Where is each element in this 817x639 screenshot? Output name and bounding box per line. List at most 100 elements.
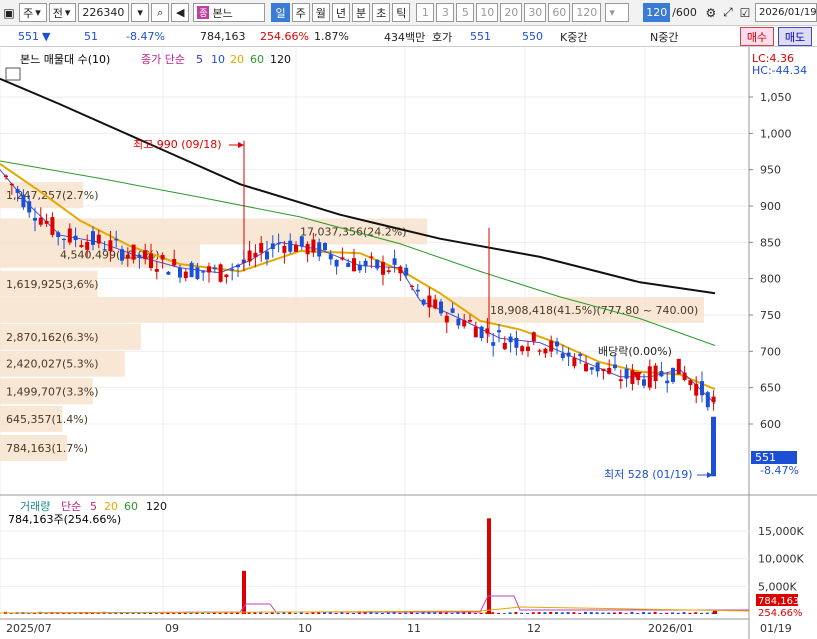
sell-button[interactable]: 매도 xyxy=(778,27,812,46)
trade-amount: 434백만 xyxy=(384,30,426,44)
sound-button[interactable]: ◀ xyxy=(171,3,190,22)
count-input[interactable]: 120 xyxy=(643,3,671,22)
volume-bar xyxy=(375,612,379,614)
profile-bar xyxy=(0,241,200,268)
dividend-marker-icon xyxy=(632,372,642,379)
candle-body xyxy=(15,189,20,193)
volume-bar xyxy=(363,612,367,614)
period-second[interactable]: 초 xyxy=(372,3,391,22)
candle-body xyxy=(375,259,380,269)
minute-5[interactable]: 5 xyxy=(456,3,475,22)
candle-body xyxy=(62,239,66,241)
candle-body xyxy=(73,235,78,241)
volume-bar xyxy=(346,612,350,614)
volume-bar xyxy=(427,612,431,614)
volume-tick-label: 5,000K xyxy=(758,580,797,593)
date-label: 09 xyxy=(165,622,179,635)
volume-ma20 xyxy=(0,606,750,614)
volume-bar xyxy=(224,612,228,614)
window-icon[interactable]: ▣ xyxy=(3,5,15,20)
volume-bar xyxy=(323,612,326,614)
grid-toggle-icon[interactable] xyxy=(5,67,21,81)
candle-body xyxy=(479,326,484,338)
minute-30[interactable]: 30 xyxy=(524,3,547,22)
candle-body xyxy=(415,289,420,292)
volume-bar xyxy=(676,612,680,614)
candle-body xyxy=(531,332,536,342)
candle-body xyxy=(671,367,675,382)
minute-3[interactable]: 3 xyxy=(436,3,455,22)
volume-bar xyxy=(230,612,234,614)
profile-label: 1,499,707(3.3%) xyxy=(6,385,99,398)
volume-bar xyxy=(218,612,222,614)
minute-10[interactable]: 10 xyxy=(476,3,499,22)
period-week[interactable]: 주 xyxy=(291,3,310,22)
volume-bar xyxy=(682,612,686,614)
candle-body xyxy=(537,350,542,352)
period-month[interactable]: 월 xyxy=(311,3,330,22)
volume-bar xyxy=(270,611,274,614)
profile-label: 784,163(1.7%) xyxy=(6,442,88,455)
ma60-line xyxy=(0,160,716,346)
stock-name-field[interactable]: 종 본느 xyxy=(193,3,266,22)
candle-body xyxy=(230,269,235,271)
volume-bar xyxy=(601,612,605,614)
minute-20[interactable]: 20 xyxy=(500,3,523,22)
period-year[interactable]: 년 xyxy=(331,3,350,22)
price-tick-label: 850 xyxy=(760,236,781,249)
settings-icon[interactable]: ⚙ xyxy=(705,5,717,20)
candle-body xyxy=(473,326,478,338)
mode-select[interactable]: 주 ▾ xyxy=(19,3,47,22)
current-price-tag xyxy=(751,451,797,464)
profile-label: 2,420,027(5.3%) xyxy=(6,358,99,371)
candle-body xyxy=(27,201,32,213)
ma-60: 60 xyxy=(250,53,264,66)
volume-bar xyxy=(543,612,547,614)
candle-body xyxy=(270,243,275,250)
volume-bars: 15,000K 10,000K 5,000K xyxy=(0,518,804,614)
market-select[interactable]: 전 ▾ xyxy=(48,3,77,22)
profile-bar xyxy=(0,405,63,432)
volume-bar xyxy=(253,612,257,614)
candle-body xyxy=(67,228,72,243)
volume-bar xyxy=(294,613,297,614)
minute-custom-select[interactable]: ▾ xyxy=(605,3,630,22)
volume-bar xyxy=(659,613,663,614)
volume-bar xyxy=(125,612,129,614)
buy-button[interactable]: 매수 xyxy=(740,27,774,46)
count-max: /600 xyxy=(672,6,697,19)
volume-bar xyxy=(566,612,570,614)
code-input[interactable]: 226340 xyxy=(78,3,130,22)
period-tick[interactable]: 틱 xyxy=(392,3,411,22)
candle-body xyxy=(694,383,699,396)
candle-body xyxy=(502,342,507,350)
date-input[interactable]: 2026/01/19 xyxy=(755,3,817,22)
price-chart[interactable]: 1,247,257(2.7%)17,037,356(24.2%)4,540,49… xyxy=(0,47,817,639)
minute-60[interactable]: 60 xyxy=(548,3,571,22)
compare-icon[interactable]: ⤢ xyxy=(723,5,733,19)
volume-bar xyxy=(172,613,176,614)
candle-body xyxy=(38,217,43,225)
period-day[interactable]: 일 xyxy=(271,3,290,22)
volume-bar xyxy=(212,612,216,614)
volume-bar xyxy=(450,612,454,614)
candle-body xyxy=(125,254,130,259)
volume-bar xyxy=(288,612,292,614)
ask-price: 551 xyxy=(470,30,491,43)
volume-tick-label: 15,000K xyxy=(758,525,804,538)
volume-bar xyxy=(613,612,616,614)
price-tick-label: 800 xyxy=(760,273,781,286)
volume-bar xyxy=(462,612,466,614)
candle-body xyxy=(595,362,600,372)
checklist-icon[interactable]: ☑ xyxy=(739,5,751,20)
code-dropdown-button[interactable]: ▾ xyxy=(131,3,150,22)
high-annotation: 최고 990 (09/18) xyxy=(133,138,222,151)
period-minute[interactable]: 분 xyxy=(351,3,371,22)
candle-body xyxy=(166,271,171,275)
candle-body xyxy=(172,258,177,266)
candle-body xyxy=(381,261,385,275)
volume-bar xyxy=(607,612,611,614)
minute-120[interactable]: 120 xyxy=(572,3,602,22)
search-button[interactable]: ⌕ xyxy=(151,3,170,22)
minute-1[interactable]: 1 xyxy=(416,3,435,22)
